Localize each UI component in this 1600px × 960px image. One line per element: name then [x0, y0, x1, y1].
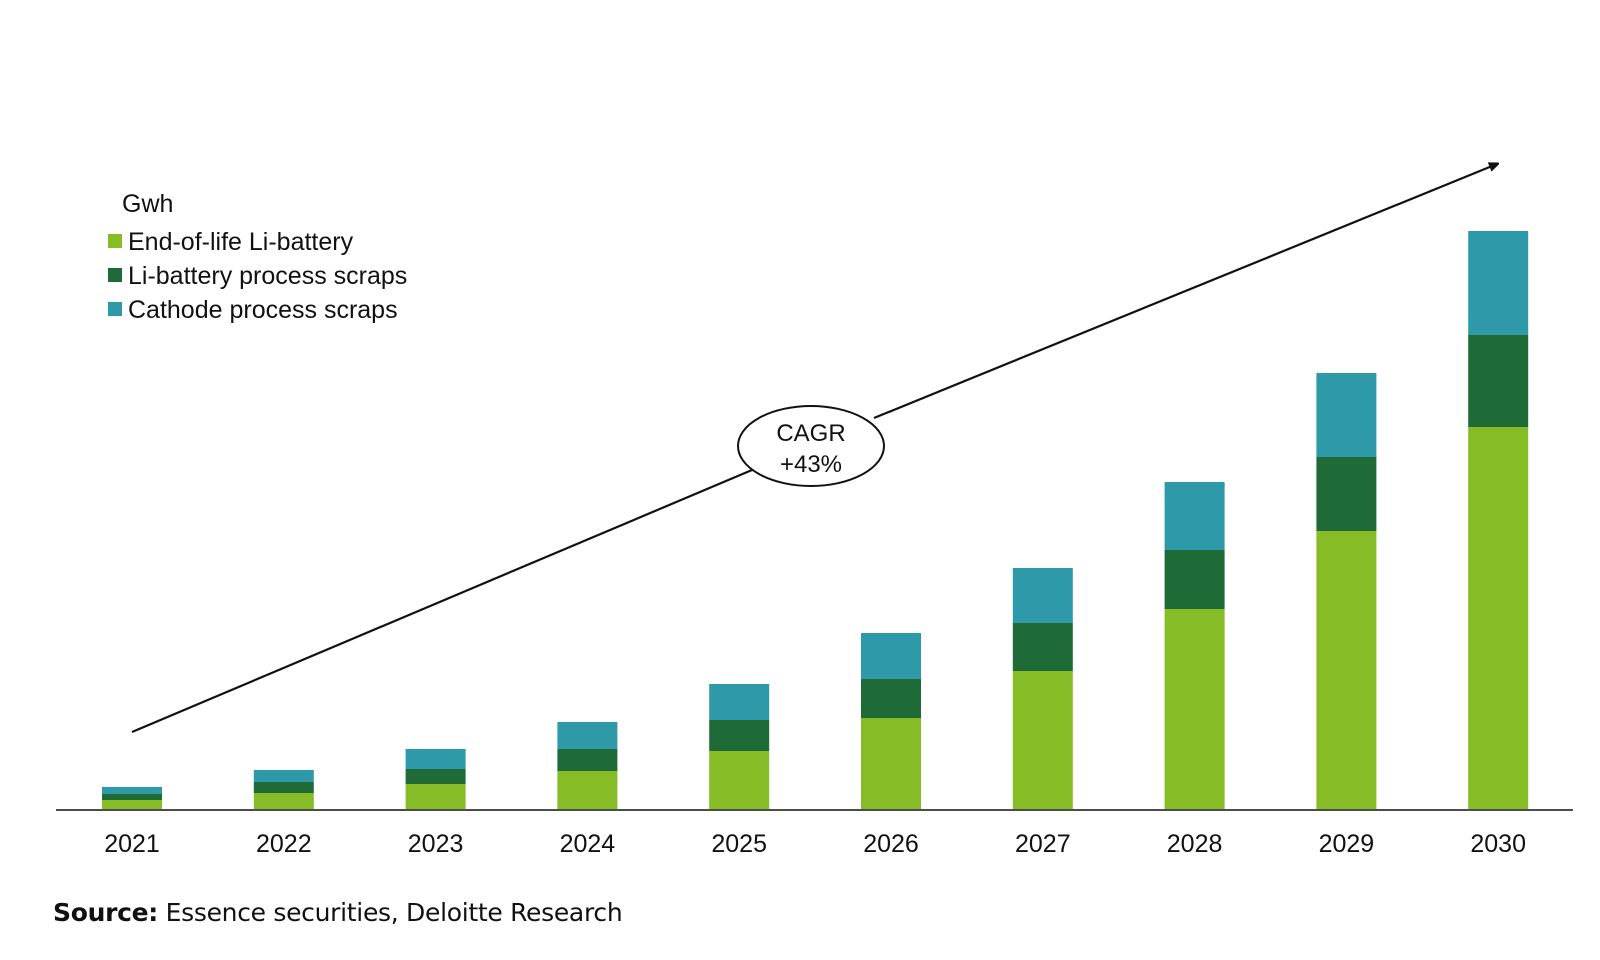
bar-stack-2021 [102, 787, 162, 809]
bar-segment-2024-series-0 [557, 771, 618, 809]
bar-segment-2026-series-2 [861, 633, 921, 679]
legend-swatch-1 [108, 268, 122, 282]
bar-segment-2030-series-0 [1468, 427, 1529, 809]
bar-segment-2028-series-1 [1164, 550, 1225, 609]
bar-segment-2022-series-2 [253, 770, 314, 782]
legend: Gwh End-of-life Li-battery Li-battery pro… [108, 190, 407, 324]
bar-segment-2030-series-1 [1468, 335, 1529, 427]
bar-stack-2024 [557, 722, 618, 809]
x-tick-label: 2022 [256, 830, 312, 858]
bar-segment-2029-series-1 [1316, 457, 1377, 531]
bar-segment-2023-series-0 [405, 784, 466, 809]
bar-segment-2027-series-2 [1012, 568, 1073, 623]
legend-swatch-0 [108, 234, 122, 248]
x-tick-label: 2021 [104, 830, 160, 858]
legend-label-0: End-of-life Li-battery [128, 228, 354, 256]
bar-stack-2027 [1012, 568, 1073, 809]
x-tick-label: 2026 [863, 830, 919, 858]
bar-stack-2030 [1468, 231, 1529, 809]
bar-segment-2021-series-2 [102, 787, 162, 794]
x-tick-label: 2028 [1167, 830, 1223, 858]
bar-segment-2030-series-2 [1468, 231, 1529, 335]
x-tick-label: 2023 [408, 830, 464, 858]
trend-arrow-line-lower [131, 468, 753, 734]
bar-segment-2029-series-0 [1316, 531, 1377, 809]
x-tick-labels: 2021 2022 2023 2024 2025 2026 2027 2028 2029 2030 [104, 830, 1526, 858]
legend-swatch-2 [108, 302, 122, 316]
bar-segment-2027-series-0 [1012, 671, 1073, 809]
bar-segment-2026-series-0 [861, 718, 921, 809]
bar-stack-2023 [405, 749, 466, 809]
source-note: Source: Essence securities, Deloitte Res… [53, 898, 623, 927]
legend-title: Gwh [122, 190, 173, 218]
cagr-annotation: CAGR +43% [131, 164, 1497, 734]
bar-segment-2023-series-2 [405, 749, 466, 769]
cagr-value: +43% [780, 451, 842, 478]
trend-arrow-line-upper [873, 164, 1497, 420]
bar-segment-2025-series-2 [709, 684, 770, 720]
bar-segment-2024-series-2 [557, 722, 618, 749]
bar-segment-2027-series-1 [1012, 623, 1073, 671]
x-tick-label: 2029 [1319, 830, 1375, 858]
bar-segment-2024-series-1 [557, 749, 618, 771]
bars-group [102, 231, 1529, 809]
x-tick-label: 2027 [1015, 830, 1071, 858]
bar-segment-2025-series-1 [709, 720, 770, 751]
bar-stack-2028 [1164, 482, 1225, 809]
bar-stack-2026 [861, 633, 921, 809]
source-label: Source: [53, 898, 158, 927]
legend-label-1: Li-battery process scraps [128, 262, 407, 290]
x-tick-label: 2025 [711, 830, 767, 858]
bar-segment-2028-series-2 [1164, 482, 1225, 550]
legend-label-2: Cathode process scraps [128, 296, 398, 324]
bar-segment-2021-series-1 [102, 794, 162, 800]
cagr-label: CAGR [776, 420, 845, 447]
bar-stack-2022 [253, 770, 314, 809]
bar-segment-2026-series-1 [861, 679, 921, 718]
bar-segment-2021-series-0 [102, 800, 162, 809]
bar-segment-2022-series-0 [253, 793, 314, 809]
x-tick-label: 2024 [560, 830, 616, 858]
bar-segment-2022-series-1 [253, 782, 314, 793]
bar-segment-2025-series-0 [709, 751, 770, 809]
x-tick-label: 2030 [1470, 830, 1526, 858]
bar-segment-2028-series-0 [1164, 609, 1225, 809]
bar-stack-2029 [1316, 373, 1377, 809]
bar-stack-2025 [709, 684, 770, 809]
bar-segment-2023-series-1 [405, 769, 466, 784]
source-text: Essence securities, Deloitte Research [157, 898, 623, 927]
cagr-ellipse [737, 405, 885, 487]
bar-segment-2029-series-2 [1316, 373, 1377, 457]
